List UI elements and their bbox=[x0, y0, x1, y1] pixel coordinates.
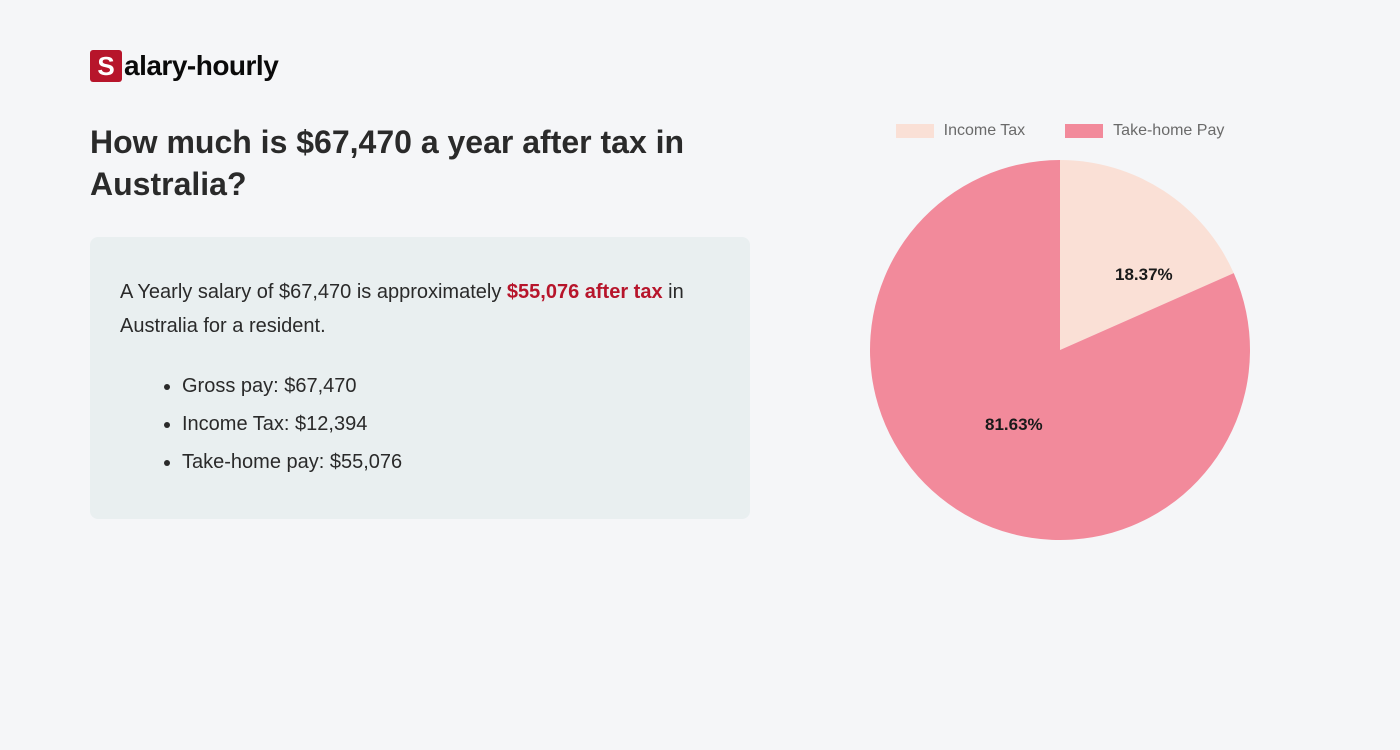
legend-item-take-home: Take-home Pay bbox=[1065, 122, 1224, 140]
list-item: Income Tax: $12,394 bbox=[182, 405, 720, 443]
logo-badge: S bbox=[90, 50, 122, 82]
pie-chart: 18.37% 81.63% bbox=[870, 160, 1250, 540]
main-content: How much is $67,470 a year after tax in … bbox=[90, 122, 1310, 540]
legend-label: Take-home Pay bbox=[1113, 122, 1224, 140]
left-column: How much is $67,470 a year after tax in … bbox=[90, 122, 750, 519]
legend-swatch bbox=[1065, 124, 1103, 138]
bullet-list: Gross pay: $67,470 Income Tax: $12,394 T… bbox=[120, 367, 720, 481]
chart-legend: Income Tax Take-home Pay bbox=[810, 122, 1310, 140]
legend-label: Income Tax bbox=[944, 122, 1026, 140]
summary-highlight: $55,076 after tax bbox=[507, 281, 663, 303]
summary-box: A Yearly salary of $67,470 is approximat… bbox=[90, 237, 750, 519]
summary-text: A Yearly salary of $67,470 is approximat… bbox=[120, 275, 720, 343]
list-item: Take-home pay: $55,076 bbox=[182, 443, 720, 481]
site-logo: S alary-hourly bbox=[90, 50, 1310, 82]
page-title: How much is $67,470 a year after tax in … bbox=[90, 122, 750, 205]
list-item: Gross pay: $67,470 bbox=[182, 367, 720, 405]
pie-svg bbox=[870, 160, 1250, 540]
logo-text: alary-hourly bbox=[124, 50, 278, 82]
pie-label-income-tax: 18.37% bbox=[1115, 265, 1173, 285]
legend-swatch bbox=[896, 124, 934, 138]
legend-item-income-tax: Income Tax bbox=[896, 122, 1026, 140]
pie-label-take-home: 81.63% bbox=[985, 415, 1043, 435]
summary-prefix: A Yearly salary of $67,470 is approximat… bbox=[120, 281, 507, 303]
right-column: Income Tax Take-home Pay 18.37% 81.63% bbox=[810, 122, 1310, 540]
